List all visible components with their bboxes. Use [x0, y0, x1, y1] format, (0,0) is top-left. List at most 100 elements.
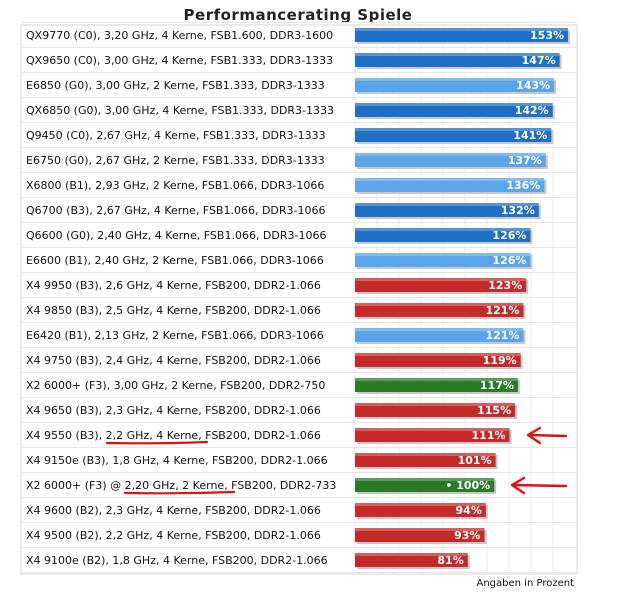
value-label: 137%	[508, 154, 542, 167]
value-label: 121%	[485, 329, 519, 342]
bar-row: E6420 (B1), 2,13 GHz, 2 Kerne, FSB1.066,…	[26, 328, 526, 344]
value-label: 142%	[515, 104, 549, 117]
category-label: X4 9750 (B3), 2,4 GHz, 4 Kerne, FSB200, …	[26, 354, 321, 367]
category-label: Q6700 (B3), 2,67 GHz, 4 Kerne, FSB1.066,…	[26, 204, 326, 217]
bar	[355, 353, 521, 367]
chart-panel	[20, 24, 578, 575]
bar-highlight	[355, 278, 527, 281]
bar	[355, 378, 518, 392]
value-label: 93%	[454, 529, 480, 542]
value-label: 147%	[522, 54, 556, 67]
category-label: X2 6000+ (F3), 3,00 GHz, 2 Kerne, FSB200…	[26, 379, 325, 392]
bar	[355, 28, 568, 42]
bar-row: Q6600 (G0), 2,40 GHz, 4 Kerne, FSB1.066,…	[26, 228, 533, 244]
category-label: X4 9950 (B3), 2,6 GHz, 4 Kerne, FSB200, …	[26, 279, 321, 292]
value-label: • 100%	[445, 479, 490, 492]
category-label: QX9650 (C0), 3,00 GHz, 4 Kerne, FSB1.333…	[26, 54, 333, 67]
annotations	[105, 426, 568, 495]
bar-highlight	[355, 328, 524, 331]
bar	[355, 253, 531, 267]
bar-highlight	[355, 353, 521, 356]
bar-highlight	[355, 428, 510, 431]
value-label: 101%	[458, 454, 492, 467]
category-label: X6800 (B1), 2,93 GHz, 2 Kerne, FSB1.066,…	[26, 179, 324, 192]
bar-row: X4 9850 (B3), 2,5 GHz, 4 Kerne, FSB200, …	[26, 303, 526, 319]
category-label: X4 9500 (B2), 2,2 GHz, 4 Kerne, FSB200, …	[26, 529, 321, 542]
value-label: 117%	[480, 379, 514, 392]
bar	[355, 278, 527, 292]
value-label: 94%	[456, 504, 482, 517]
category-label: X4 9650 (B3), 2,3 GHz, 4 Kerne, FSB200, …	[26, 404, 321, 417]
bar-row: QX6850 (G0), 3,00 GHz, 4 Kerne, FSB1.333…	[26, 103, 555, 119]
chart-footer: Angaben in Prozent	[477, 578, 575, 589]
category-label: Q6600 (G0), 2,40 GHz, 4 Kerne, FSB1.066,…	[26, 229, 326, 242]
category-label: X4 9550 (B3), 2,2 GHz, 4 Kerne, FSB200, …	[26, 429, 321, 442]
category-label: E6850 (G0), 3,00 GHz, 2 Kerne, FSB1.333,…	[26, 79, 325, 92]
bar-highlight	[355, 53, 560, 56]
bar-highlight	[355, 153, 546, 156]
bar-row: X4 9150e (B3), 1,8 GHz, 4 Kerne, FSB200,…	[26, 453, 498, 469]
category-label: Q9450 (C0), 2,67 GHz, 4 Kerne, FSB1.333,…	[26, 129, 326, 142]
bar	[355, 128, 552, 142]
bar-highlight	[355, 378, 518, 381]
value-label: 111%	[472, 429, 506, 442]
bar-highlight	[355, 453, 496, 456]
bar	[355, 478, 495, 492]
bar-highlight	[355, 553, 468, 556]
bar	[355, 553, 468, 567]
bar-rows: QX9770 (C0), 3,20 GHz, 4 Kerne, FSB1.600…	[26, 28, 570, 569]
bar-row: X4 9550 (B3), 2,2 GHz, 4 Kerne, FSB200, …	[26, 428, 512, 444]
bar	[355, 303, 524, 317]
bar-highlight	[355, 103, 553, 106]
bar-row: Q9450 (C0), 2,67 GHz, 4 Kerne, FSB1.333,…	[26, 128, 554, 144]
bar-row: X2 6000+ (F3) @ 2,20 GHz, 2 Kerne, FSB20…	[26, 478, 497, 494]
bar-row: X4 9950 (B3), 2,6 GHz, 4 Kerne, FSB200, …	[26, 278, 529, 294]
category-label: E6600 (B1), 2,40 GHz, 2 Kerne, FSB1.066,…	[26, 254, 324, 267]
bar-row: QX9770 (C0), 3,20 GHz, 4 Kerne, FSB1.600…	[26, 28, 570, 44]
category-label: X4 9150e (B3), 1,8 GHz, 4 Kerne, FSB200,…	[26, 454, 328, 467]
bar-row: QX9650 (C0), 3,00 GHz, 4 Kerne, FSB1.333…	[26, 53, 562, 69]
bar-highlight	[355, 228, 531, 231]
value-label: 136%	[506, 179, 540, 192]
category-label: E6420 (B1), 2,13 GHz, 2 Kerne, FSB1.066,…	[26, 329, 324, 342]
bar-highlight	[355, 403, 516, 406]
annotation-arrow	[526, 426, 568, 445]
bar	[355, 153, 546, 167]
value-label: 126%	[492, 229, 526, 242]
bar-highlight	[355, 253, 531, 256]
bar-row: X4 9650 (B3), 2,3 GHz, 4 Kerne, FSB200, …	[26, 403, 518, 419]
bar	[355, 178, 545, 192]
bar-highlight	[355, 528, 485, 531]
bar	[355, 503, 486, 517]
category-label: E6750 (G0), 2,67 GHz, 2 Kerne, FSB1.333,…	[26, 154, 325, 167]
bar-highlight	[355, 503, 486, 506]
bar-row: E6600 (B1), 2,40 GHz, 2 Kerne, FSB1.066,…	[26, 253, 533, 269]
bar	[355, 78, 555, 92]
bar	[355, 453, 496, 467]
bar-highlight	[355, 128, 552, 131]
category-label: QX6850 (G0), 3,00 GHz, 4 Kerne, FSB1.333…	[26, 104, 334, 117]
bar-row: E6750 (G0), 2,67 GHz, 2 Kerne, FSB1.333,…	[26, 153, 548, 169]
value-label: 141%	[513, 129, 547, 142]
bar	[355, 228, 531, 242]
value-label: 143%	[516, 79, 550, 92]
bar-highlight	[355, 203, 539, 206]
bar-highlight	[355, 178, 545, 181]
value-label: 119%	[483, 354, 517, 367]
bar-highlight	[355, 478, 495, 481]
bar	[355, 528, 485, 542]
bar-row: X6800 (B1), 2,93 GHz, 2 Kerne, FSB1.066,…	[26, 178, 547, 194]
bar-row: X4 9100e (B2), 1,8 GHz, 4 Kerne, FSB200,…	[26, 553, 470, 569]
bar-highlight	[355, 303, 524, 306]
category-label: X4 9850 (B3), 2,5 GHz, 4 Kerne, FSB200, …	[26, 304, 321, 317]
bar-row: E6850 (G0), 3,00 GHz, 2 Kerne, FSB1.333,…	[26, 78, 557, 94]
bar	[355, 328, 524, 342]
category-label: X4 9100e (B2), 1,8 GHz, 4 Kerne, FSB200,…	[26, 554, 328, 567]
chart-title: Performancerating Spiele	[184, 6, 413, 24]
annotation-underline	[123, 490, 236, 495]
category-label: QX9770 (C0), 3,20 GHz, 4 Kerne, FSB1.600…	[26, 29, 333, 42]
annotation-arrow	[510, 476, 568, 495]
bar	[355, 428, 510, 442]
